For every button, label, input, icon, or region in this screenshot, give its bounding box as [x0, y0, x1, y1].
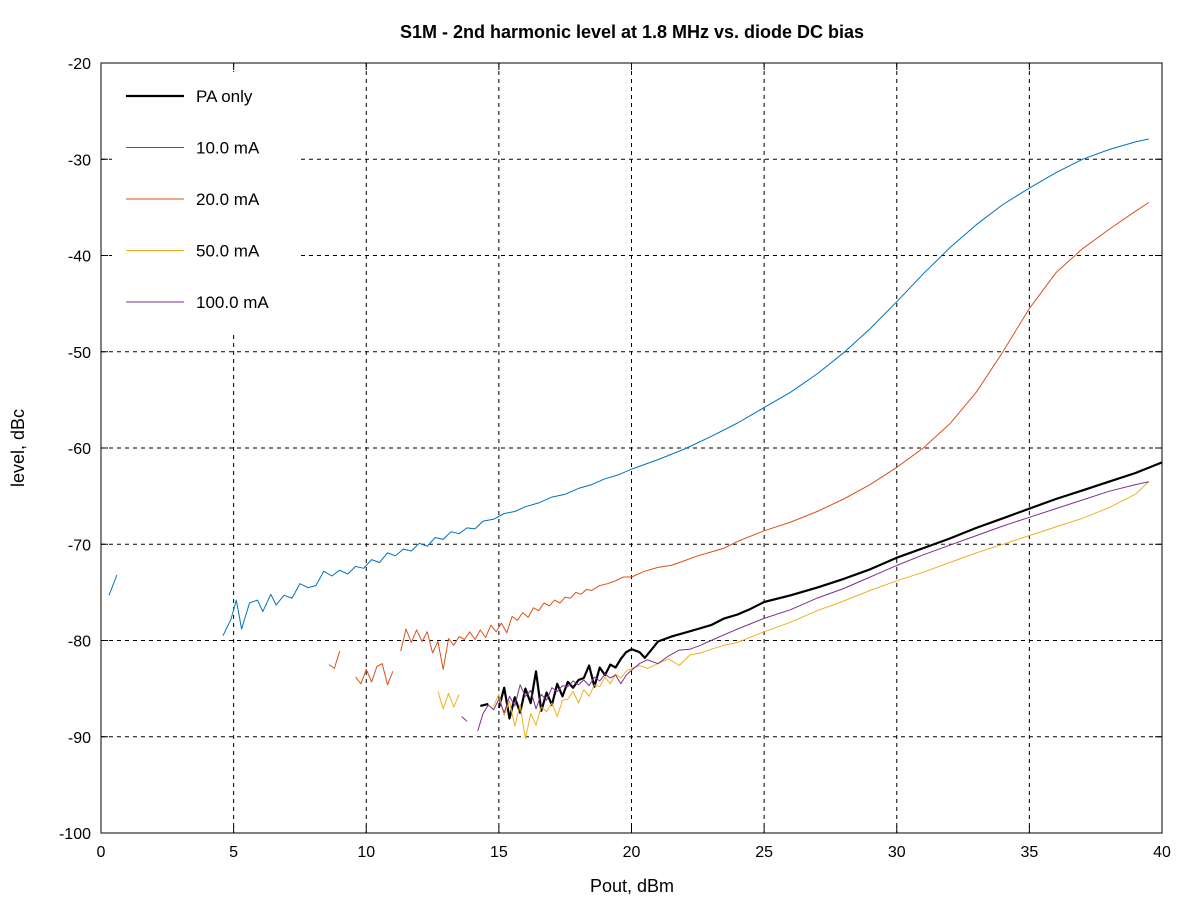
x-tick-label: 10 [357, 844, 375, 861]
y-tick-label: -80 [68, 634, 91, 651]
legend-box [112, 72, 298, 334]
legend: PA only 10.0 mA 20.0 mA 50.0 mA 100.0 mA [112, 72, 298, 334]
legend-label: 10.0 mA [196, 139, 260, 158]
series-1 [108, 138, 1149, 636]
series-line [493, 481, 1150, 740]
chart-title: S1M - 2nd harmonic level at 1.8 MHz vs. … [400, 22, 864, 42]
series-3 [437, 481, 1150, 740]
y-tick-label: -60 [68, 441, 91, 458]
legend-label: 20.0 mA [196, 190, 260, 209]
y-tick-label: -70 [68, 537, 91, 554]
series-line [480, 702, 489, 707]
y-tick-label: -20 [68, 56, 91, 73]
legend-label: 100.0 mA [196, 293, 269, 312]
series-line [355, 663, 394, 686]
axis-ticks [100, 62, 1163, 834]
series-line [437, 691, 460, 710]
series-line [477, 481, 1149, 732]
x-tick-label: 35 [1020, 844, 1038, 861]
series-line [222, 138, 1149, 636]
y-tick-label: -50 [68, 345, 91, 362]
y-tick-label: -100 [59, 826, 91, 843]
x-tick-label: 30 [888, 844, 906, 861]
series-line [461, 716, 468, 722]
x-tick-label: 0 [97, 844, 106, 861]
x-axis-label: Pout, dBm [590, 876, 674, 896]
y-tick-labels: -100 -90 -80 -70 -60 -50 -40 -30 -20 [59, 56, 91, 843]
series-line [400, 202, 1149, 670]
legend-label: PA only [196, 87, 253, 106]
series-line [108, 574, 118, 596]
x-tick-label: 15 [490, 844, 508, 861]
x-tick-label: 20 [623, 844, 641, 861]
legend-label: 50.0 mA [196, 242, 260, 261]
x-tick-labels: 0 5 10 15 20 25 30 35 40 [97, 844, 1171, 861]
y-tick-label: -40 [68, 249, 91, 266]
y-tick-label: -90 [68, 730, 91, 747]
series-lines [108, 138, 1163, 740]
series-2 [328, 202, 1149, 686]
series-line [328, 650, 341, 669]
x-tick-label: 40 [1153, 844, 1171, 861]
y-axis-label: level, dBc [8, 409, 28, 487]
y-tick-label: -30 [68, 152, 91, 169]
x-tick-label: 5 [229, 844, 238, 861]
series-4 [461, 481, 1149, 732]
x-tick-label: 25 [755, 844, 773, 861]
